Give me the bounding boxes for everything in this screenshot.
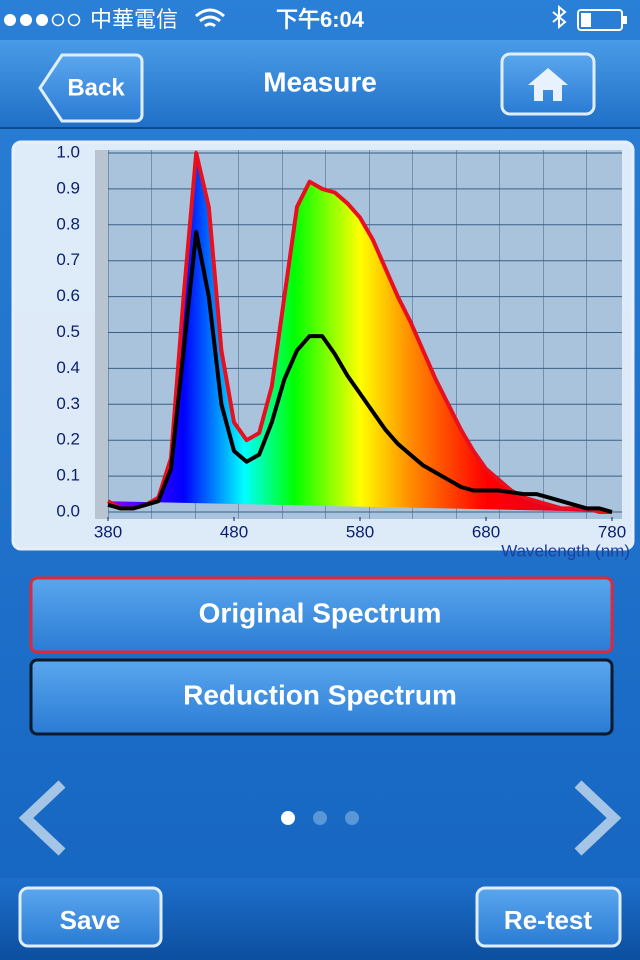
spectrum-area-line	[107, 151, 612, 514]
y-tick-label: 0.5	[56, 322, 80, 341]
back-label[interactable]: Back	[67, 74, 125, 101]
x-axis-label: Wavelength (nm)	[501, 541, 630, 560]
plot-edge	[95, 150, 108, 519]
prev-arrow[interactable]	[18, 780, 66, 856]
x-tick-label: 780	[598, 522, 626, 541]
save-button[interactable]	[18, 886, 163, 948]
bluetooth-icon	[552, 4, 567, 30]
y-tick-label: 0.4	[56, 358, 80, 377]
back-button[interactable]	[38, 53, 144, 123]
y-tick-label: 0.6	[56, 286, 80, 305]
wifi-icon	[195, 8, 225, 28]
x-tick-label: 680	[472, 522, 500, 541]
home-icon[interactable]	[528, 68, 568, 101]
y-tick-label: 1.0	[56, 142, 80, 161]
reduction-spectrum-label[interactable]: Reduction Spectrum	[183, 679, 457, 710]
retest-button[interactable]	[475, 886, 622, 948]
original-spectrum-button[interactable]	[29, 576, 614, 654]
chart: 0.0 0.1 0.2 0.3 0.4 0.5 0.6 0.7 0.8 0.9 1.0 380 480 5…	[56, 142, 626, 541]
y-tick-label: 0.1	[56, 466, 80, 485]
original-spectrum-label[interactable]: Original Spectrum	[199, 597, 442, 628]
x-tick-label: 580	[346, 522, 374, 541]
battery	[577, 9, 627, 31]
page-indicator	[281, 811, 359, 825]
x-tick-label: 380	[94, 522, 122, 541]
clock: 下午6:04	[276, 7, 365, 32]
signal	[4, 13, 81, 27]
next-arrow[interactable]	[574, 780, 622, 856]
y-tick-label: 0.9	[56, 178, 80, 197]
y-tick-label: 0.0	[56, 501, 80, 520]
y-tick-label: 0.8	[56, 214, 80, 233]
nav-title: Measure	[263, 66, 377, 97]
y-tick-label: 0.2	[56, 430, 80, 449]
save-label[interactable]: Save	[60, 905, 121, 935]
y-tick-label: 0.7	[56, 250, 80, 269]
series-line	[107, 230, 613, 514]
reduction-spectrum-button[interactable]	[29, 658, 614, 736]
retest-label[interactable]: Re-test	[504, 905, 592, 935]
y-tick-label: 0.3	[56, 394, 80, 413]
x-tick-label: 480	[220, 522, 248, 541]
carrier: 中華電信	[90, 7, 178, 32]
